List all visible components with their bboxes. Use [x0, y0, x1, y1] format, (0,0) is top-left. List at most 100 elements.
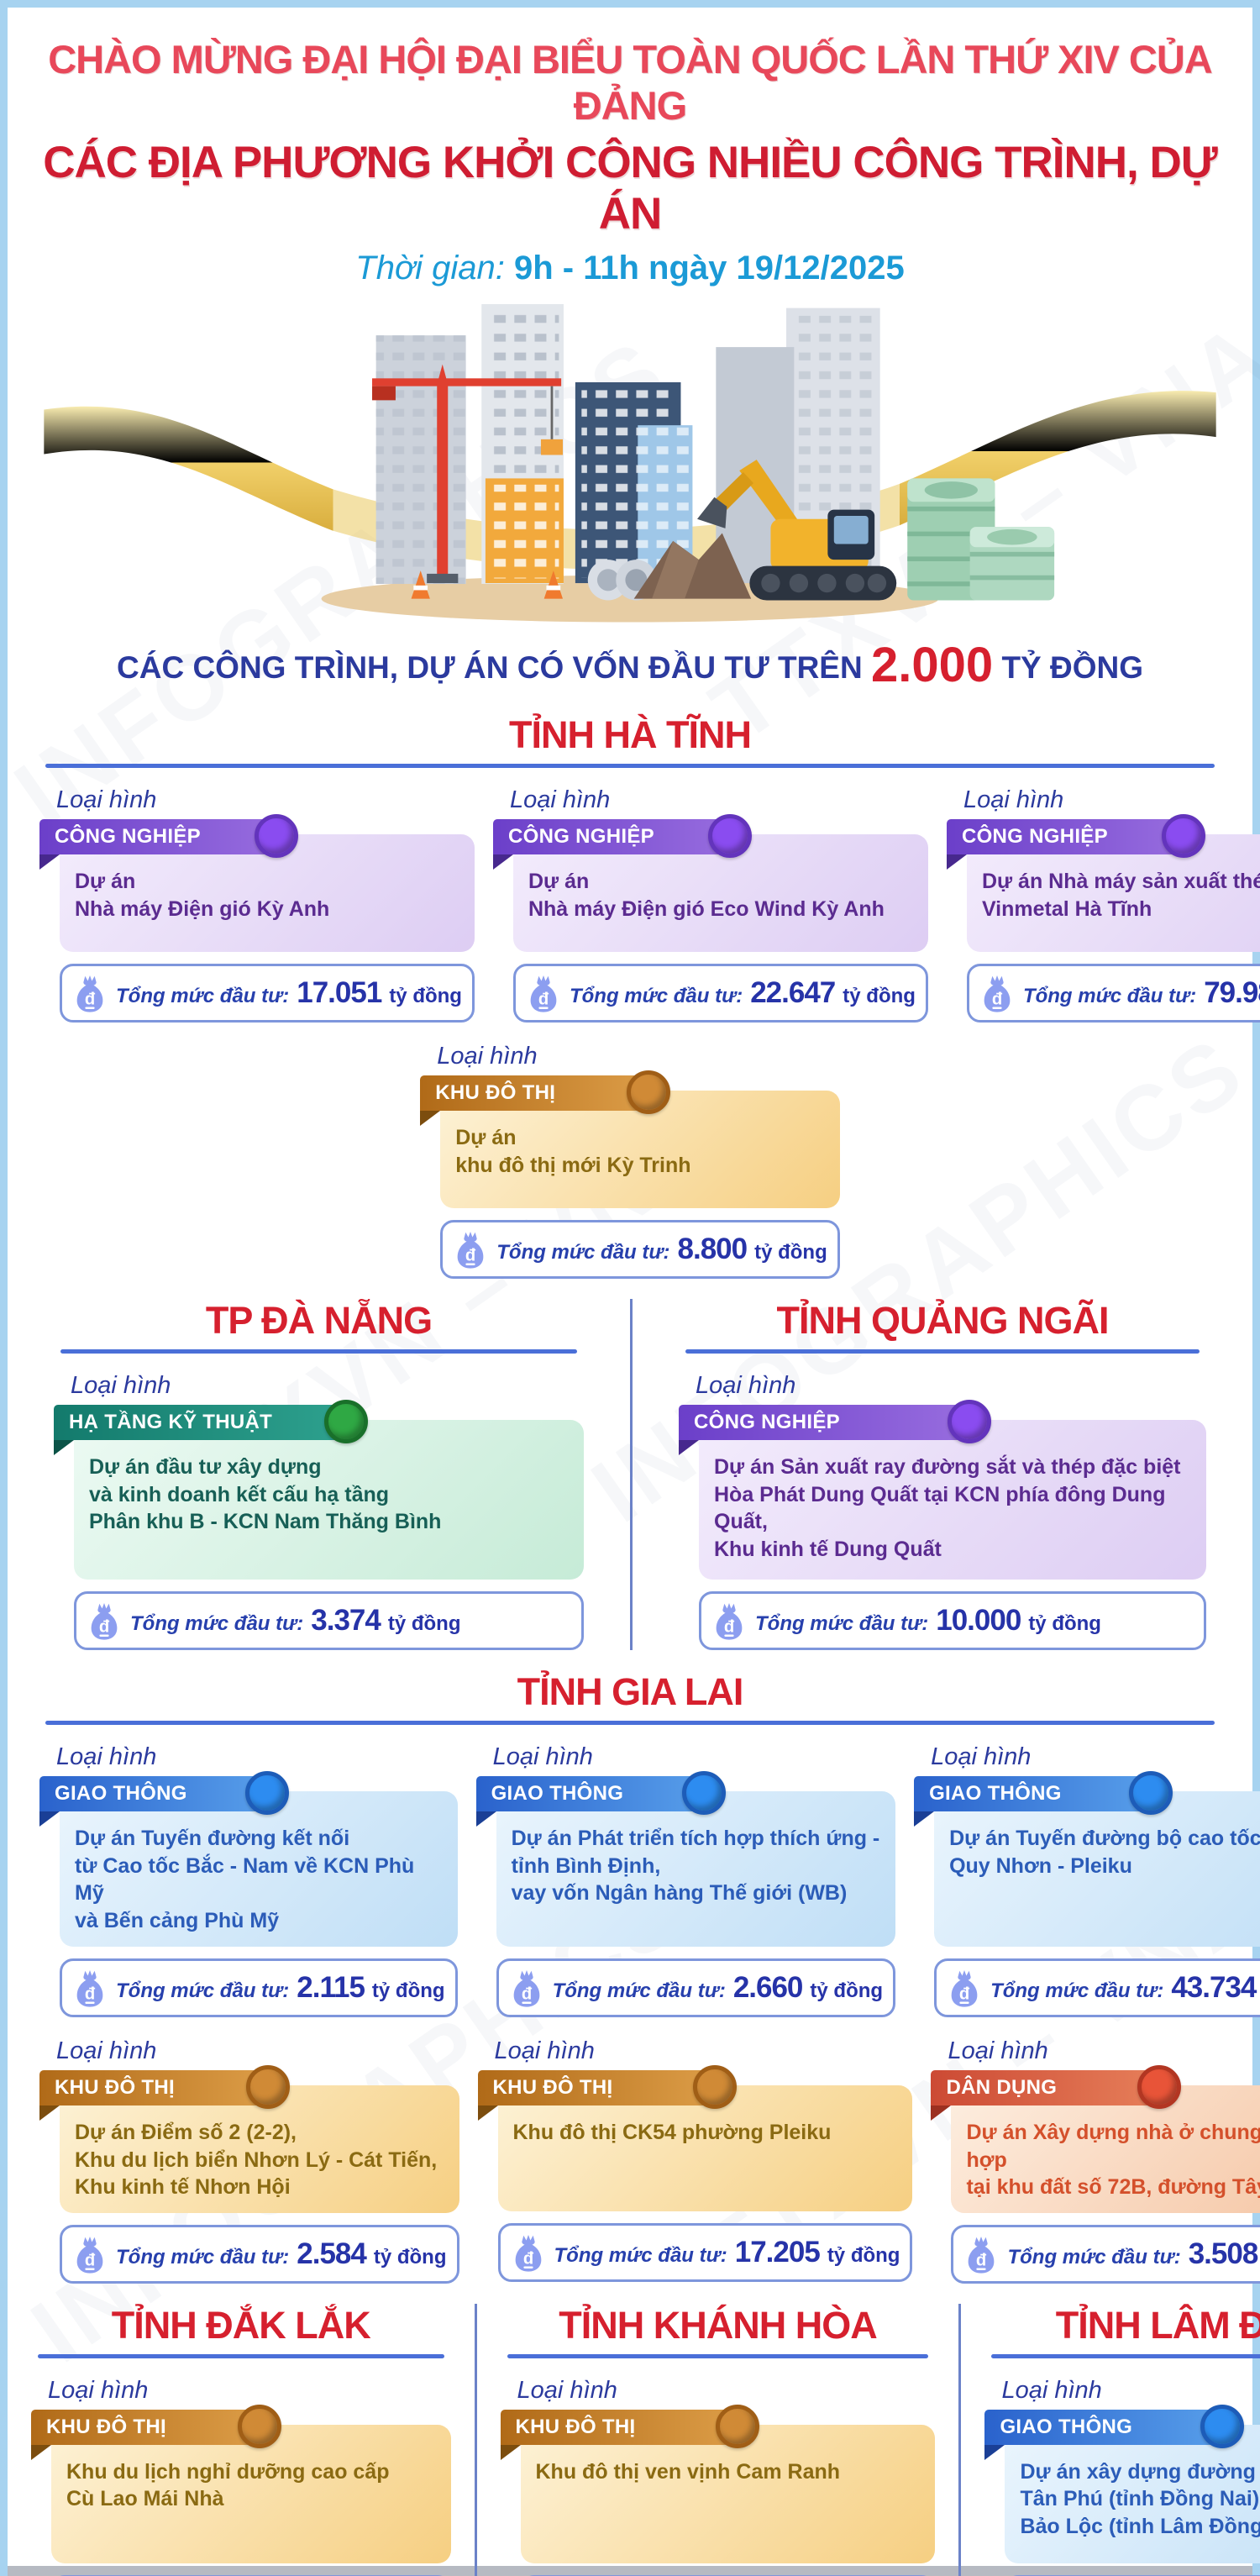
category-tag: KHU ĐÔ THỊ — [492, 2076, 613, 2099]
category-ribbon: KHU ĐÔ THỊ — [500, 2404, 936, 2460]
section-title: TỈNH ĐẮK LẮK — [111, 2303, 371, 2347]
investment-value: 10.000 — [936, 1604, 1021, 1637]
project-name: Dự án Điểm số 2 (2-2), Khu du lịch biển … — [60, 2085, 459, 2213]
time-value: 9h - 11h ngày 19/12/2025 — [514, 250, 905, 287]
investment-bar: Tổng mức đầu tư: 17.205 tỷ đồng — [497, 2223, 913, 2282]
project-card: Loại hình KHU ĐÔ THỊ Dự án Điểm số 2 (2-… — [39, 2037, 459, 2284]
investment-bar: Tổng mức đầu tư: 79.986 tỷ đồng — [966, 964, 1260, 1023]
investment-value: 17.205 — [734, 2236, 821, 2268]
investment-label: Tổng mức đầu tư: — [116, 1979, 290, 2002]
investment-bar: Tổng mức đầu tư: 3.374 tỷ đồng — [74, 1591, 584, 1650]
section-da-nang: TP ĐÀ NẴNG Loại hình HẠ TẦNG KỸ THUẬT Dự… — [8, 1299, 630, 1650]
investment-label: Tổng mức đầu tư: — [130, 1612, 304, 1635]
card-row: Loại hình GIAO THÔNG Dự án Tuyến đường k… — [8, 1743, 1260, 2017]
investment-bar: Tổng mức đầu tư: 17.051 tỷ đồng — [60, 964, 475, 1023]
investment-bar: Tổng mức đầu tư: 10.000 tỷ đồng — [699, 1591, 1206, 1650]
investment-label: Tổng mức đầu tư: — [496, 1241, 670, 1264]
category-ribbon: DÂN DỤNG — [931, 2065, 1260, 2121]
category-tag: HẠ TẦNG KỸ THUẬT — [69, 1411, 273, 1433]
type-label: Loại hình — [931, 1743, 1032, 1770]
bottom-edge-bar — [0, 2566, 1260, 2576]
section-divider — [991, 2353, 1260, 2358]
investment-unit: tỷ đồng — [827, 2244, 900, 2267]
project-card: Loại hình GIAO THÔNG Dự án Tuyến đường k… — [39, 1743, 458, 2017]
category-tag: KHU ĐÔ THỊ — [55, 2076, 175, 2099]
investment-unit: tỷ đồng — [387, 1612, 461, 1635]
page-title: CÁC ĐỊA PHƯƠNG KHỞI CÔNG NHIỀU CÔNG TRÌN… — [43, 138, 1218, 239]
category-ribbon: KHU ĐÔ THỊ — [477, 2065, 913, 2121]
section-gia-lai: TỈNH GIA LAI Loại hình GIAO THÔNG Dự án … — [8, 1670, 1260, 2284]
investment-label: Tổng mức đầu tư: — [990, 1979, 1164, 2002]
project-name: Khu đô thị ven vịnh Cam Ranh — [520, 2424, 936, 2563]
section-divider — [45, 764, 1215, 768]
section-title: TỈNH LÂM ĐỒNG — [1055, 2303, 1260, 2347]
type-label: Loại hình — [492, 1743, 593, 1770]
type-label: Loại hình — [494, 2037, 595, 2064]
section-title: TỈNH GIA LAI — [517, 1670, 744, 1713]
project-name: Dự án Xây dựng nhà ở chung cư hỗn hợp tạ… — [951, 2085, 1260, 2213]
project-card: Loại hình CÔNG NGHIỆP Dự án Nhà máy Điện… — [39, 786, 475, 1023]
money-bag-icon — [515, 2235, 541, 2272]
subtitle-suffix: TỶ ĐỒNG — [1001, 650, 1143, 685]
section-dak-lak: TỈNH ĐẮK LẮK Loại hình KHU ĐÔ THỊ Khu du… — [8, 2304, 475, 2576]
project-name: Dự án xây dựng đường bộ cao tốc Tân Phú … — [1005, 2424, 1260, 2563]
investment-label: Tổng mức đầu tư: — [554, 2244, 727, 2267]
investment-value: 43.734 — [1171, 1971, 1257, 2004]
project-card: Loại hình KHU ĐÔ THỊ Dự án khu đô thị mớ… — [420, 1043, 840, 1279]
investment-bar: Tổng mức đầu tư: 8.800 tỷ đồng — [440, 1220, 840, 1279]
time-label: Thời gian: — [355, 250, 505, 287]
project-card: Loại hình HẠ TẦNG KỸ THUẬT Dự án đầu tư … — [54, 1372, 584, 1650]
category-ribbon: CÔNG NGHIỆP — [492, 814, 928, 870]
card-row: Loại hình KHU ĐÔ THỊ Dự án Điểm số 2 (2-… — [8, 2037, 1260, 2284]
investment-label: Tổng mức đầu tư: — [755, 1612, 929, 1635]
investment-unit: tỷ đồng — [389, 985, 462, 1007]
investment-label: Tổng mức đầu tư: — [1022, 985, 1197, 1007]
project-name: Khu đô thị CK54 phường Pleiku — [497, 2085, 913, 2211]
section-divider — [507, 2353, 929, 2358]
page-header: CHÀO MỪNG ĐẠI HỘI ĐẠI BIỂU TOÀN QUỐC LẦN… — [8, 36, 1252, 287]
welcome-title: CHÀO MỪNG ĐẠI HỘI ĐẠI BIỂU TOÀN QUỐC LẦN… — [48, 37, 1213, 128]
investment-unit: tỷ đồng — [754, 1241, 827, 1264]
investment-bar: Tổng mức đầu tư: 22.647 tỷ đồng — [512, 964, 928, 1023]
money-bag-icon — [76, 1970, 103, 2007]
investment-value: 3.374 — [311, 1604, 381, 1637]
project-name: Dự án Sản xuất ray đường sắt và thép đặc… — [699, 1420, 1206, 1580]
card-row: Loại hình CÔNG NGHIỆP Dự án Nhà máy Điện… — [8, 786, 1260, 1023]
money-bag-icon — [76, 975, 103, 1012]
category-tag: CÔNG NGHIỆP — [507, 825, 654, 848]
type-label: Loại hình — [1001, 2376, 1102, 2404]
section-khanh-hoa: TỈNH KHÁNH HÒA Loại hình KHU ĐÔ THỊ Khu … — [474, 2303, 959, 2576]
project-name: Khu du lịch nghỉ dưỡng cao cấp Cù Lao Má… — [51, 2424, 451, 2563]
section-title: TP ĐÀ NẴNG — [205, 1299, 433, 1342]
section-lam-dong: TỈNH LÂM ĐỒNG Loại hình GIAO THÔNG Dự án… — [958, 2303, 1260, 2576]
category-tag: CÔNG NGHIỆP — [961, 825, 1108, 848]
money-bag-icon — [530, 975, 557, 1012]
investment-value: 8.800 — [677, 1233, 748, 1265]
project-name: Dự án Tuyến đường bộ cao tốc Quy Nhơn - … — [934, 1791, 1260, 1947]
category-tag: GIAO THÔNG — [55, 1782, 187, 1805]
investment-bar: Tổng mức đầu tư: 2.660 tỷ đồng — [496, 1958, 896, 2017]
category-tag: CÔNG NGHIỆP — [55, 825, 201, 848]
project-card: Loại hình GIAO THÔNG Dự án xây dựng đườn… — [984, 2377, 1260, 2576]
category-tag: CÔNG NGHIỆP — [694, 1411, 840, 1433]
project-card: Loại hình KHU ĐÔ THỊ Khu đô thị ven vịnh… — [500, 2376, 936, 2576]
money-bag-icon — [969, 2236, 995, 2274]
category-tag: DÂN DỤNG — [946, 2076, 1058, 2099]
section-divider — [685, 1349, 1200, 1354]
type-label: Loại hình — [56, 1743, 157, 1770]
investment-value: 2.584 — [297, 2237, 367, 2270]
category-ribbon: KHU ĐÔ THỊ — [39, 2065, 459, 2121]
category-ribbon: CÔNG NGHIỆP — [39, 814, 475, 870]
project-name: Dự án Tuyến đường kết nối từ Cao tốc Bắc… — [60, 1791, 458, 1947]
section-title: TỈNH QUẢNG NGÃI — [776, 1299, 1110, 1342]
investment-bar: Tổng mức đầu tư: 3.508 tỷ đồng — [951, 2224, 1260, 2284]
money-bag-icon — [951, 1970, 978, 2007]
project-card: Loại hình CÔNG NGHIỆP Dự án Nhà máy Điện… — [492, 786, 928, 1023]
type-label: Loại hình — [517, 2376, 617, 2404]
type-label: Loại hình — [56, 786, 157, 813]
investment-value: 2.660 — [732, 1971, 804, 2004]
money-bag-icon — [716, 1603, 743, 1640]
investment-label: Tổng mức đầu tư: — [569, 985, 743, 1007]
